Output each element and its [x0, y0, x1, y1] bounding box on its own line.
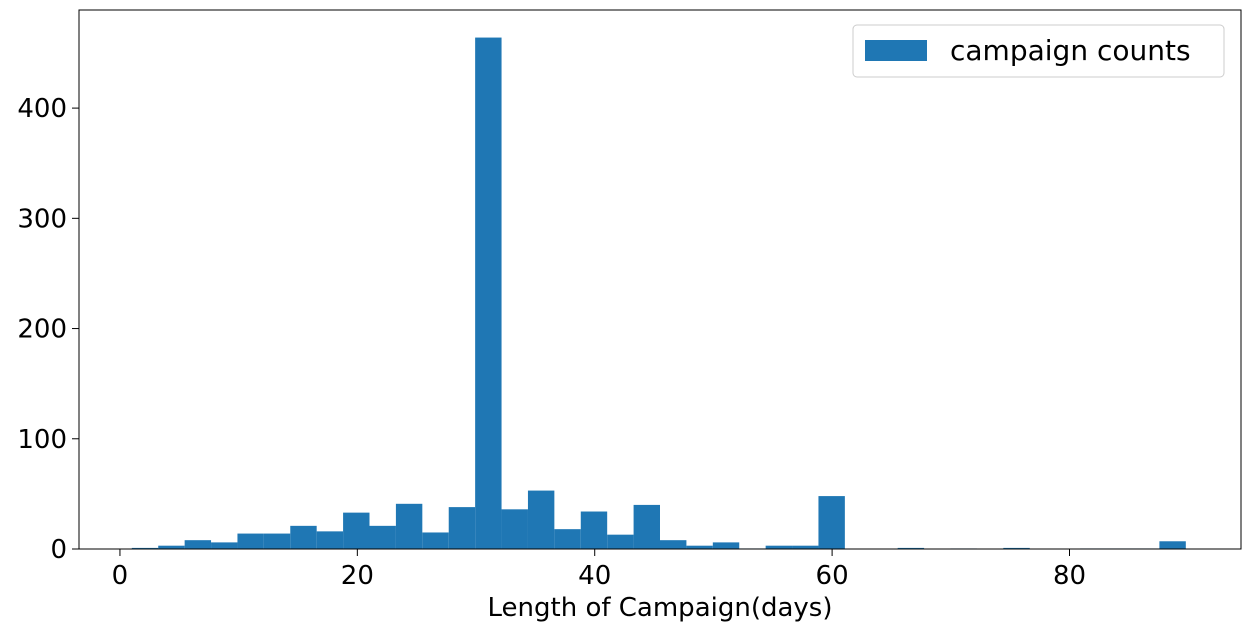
histogram-bar-6	[290, 525, 317, 549]
y-tick-label: 0	[50, 535, 67, 565]
histogram-bar-27	[897, 547, 925, 549]
histogram-bar-3	[211, 542, 238, 549]
histogram-bar-17	[580, 511, 608, 549]
histogram-bar-4	[237, 533, 264, 549]
histogram-bar-16	[554, 529, 581, 549]
histogram-bar-14	[501, 509, 528, 549]
histogram-bar-29	[1003, 547, 1030, 549]
histogram-bar-33	[1159, 541, 1186, 549]
histogram-bar-20	[660, 540, 687, 549]
y-tick-label: 300	[17, 204, 67, 234]
histogram-bar-15	[527, 490, 555, 549]
histogram-bar-1	[158, 545, 185, 549]
histogram-bar-21	[686, 545, 713, 549]
histogram-bar-25	[792, 545, 819, 549]
x-tick-label: 60	[816, 561, 849, 591]
legend: campaign counts	[852, 24, 1225, 78]
plot-frame	[78, 9, 1242, 550]
legend-label: campaign counts	[950, 34, 1191, 67]
histogram-bar-13	[475, 37, 502, 550]
histogram-bar-2	[184, 540, 212, 549]
bars-group	[131, 37, 1186, 550]
histogram-bar-12	[448, 507, 476, 549]
histogram-bar-22	[712, 542, 740, 549]
histogram-bar-24	[765, 545, 793, 549]
y-tick-label: 400	[17, 94, 67, 124]
x-tick-label: 40	[578, 561, 611, 591]
histogram-bar-5	[263, 533, 291, 549]
y-tick-label: 200	[17, 315, 67, 345]
histogram-bar-10	[395, 503, 423, 549]
histogram-bar-9	[369, 525, 396, 549]
histogram-bar-0	[131, 547, 159, 549]
histogram-bar-8	[343, 512, 370, 549]
x-tick-label: 0	[112, 561, 129, 591]
histogram-bar-26	[818, 496, 845, 549]
y-axis-ticks: 0 100 200 300 400	[17, 94, 79, 565]
x-tick-label: 20	[341, 561, 374, 591]
histogram-bar-11	[422, 532, 449, 549]
plot-area	[79, 10, 1241, 549]
histogram-bar-18	[607, 534, 634, 549]
x-tick-label: 80	[1053, 561, 1086, 591]
x-axis-ticks: 0 20 40 60 80	[112, 549, 1086, 591]
legend-swatch	[865, 40, 927, 61]
x-axis-label: Length of Campaign(days)	[488, 593, 833, 623]
histogram-bar-19	[633, 504, 660, 549]
legend-frame	[852, 24, 1225, 78]
y-tick-label: 100	[17, 425, 67, 455]
histogram-bar-7	[316, 531, 344, 549]
